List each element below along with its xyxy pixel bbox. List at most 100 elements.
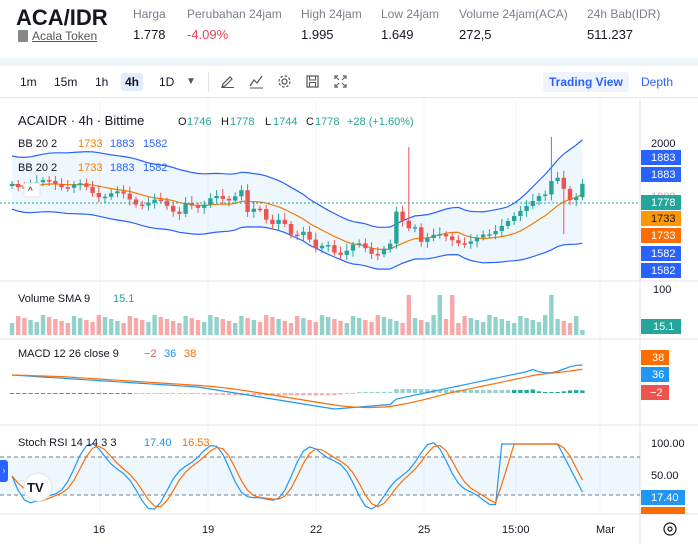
- macd-hist-bar: [363, 392, 368, 393]
- volume-bar: [239, 316, 244, 335]
- macd-hist-bar: [133, 393, 139, 394]
- macd-hist-bar: [425, 389, 430, 393]
- symbol-label: ACAIDR · 4h · Bittime: [18, 113, 144, 128]
- volume-bar: [381, 317, 387, 335]
- candle-body: [456, 240, 461, 244]
- volume-bar: [28, 320, 33, 335]
- macd-hist-bar: [574, 390, 579, 393]
- settings-icon[interactable]: [277, 74, 292, 92]
- candle-body: [326, 245, 331, 247]
- time-tick-3: 25: [418, 524, 430, 536]
- candle-body: [381, 248, 387, 255]
- legend-collapse-button[interactable]: [23, 182, 41, 198]
- stat-value: -4.09%: [187, 27, 229, 42]
- tag-low-1-bg: [641, 246, 681, 261]
- candle-body: [493, 231, 498, 235]
- save-icon[interactable]: [305, 74, 320, 92]
- chevron-down-icon[interactable]: ▼: [186, 76, 196, 87]
- volume-bar: [96, 315, 101, 335]
- timeframe-1d[interactable]: 1D: [159, 75, 175, 89]
- candle-body: [189, 203, 194, 206]
- macd-hist-bar: [59, 393, 64, 394]
- stat-change: Perubahan 24jam -4.09%: [187, 7, 282, 42]
- time-tick-2: 22: [310, 524, 322, 536]
- timeframe-1m[interactable]: 1m: [20, 75, 37, 89]
- trading-view-button[interactable]: Trading View: [543, 72, 629, 92]
- candle-body: [468, 241, 473, 244]
- candle-body: [524, 206, 529, 211]
- volume-bar: [233, 323, 238, 335]
- stat-price: Harga 1.778: [133, 7, 166, 42]
- volume-bar: [549, 295, 554, 335]
- fullscreen-icon[interactable]: [333, 74, 348, 92]
- candle-body: [109, 193, 114, 197]
- macd-hist-bar: [505, 389, 511, 393]
- candle-body: [425, 238, 430, 242]
- bollinger-upper-line: [11, 139, 583, 228]
- chart-settings-icon[interactable]: [663, 522, 677, 536]
- timeframe-1h[interactable]: 1h: [95, 75, 109, 89]
- candle-body: [307, 231, 312, 240]
- macd-hist-bar: [257, 393, 263, 396]
- candle-body: [158, 199, 163, 202]
- depth-button[interactable]: Depth: [641, 75, 674, 89]
- candle-body: [499, 226, 504, 231]
- bb2-upper: 1883: [110, 162, 134, 174]
- volume-bar: [388, 319, 393, 335]
- macd-hist-bar: [412, 389, 418, 393]
- candle-body: [474, 237, 480, 242]
- volume-bar: [245, 318, 250, 335]
- token-link[interactable]: Acala Token: [18, 29, 97, 43]
- timeframe-4h[interactable]: 4h: [121, 73, 144, 91]
- candle-body: [313, 239, 318, 249]
- macd-hist-bar: [84, 393, 89, 394]
- stoch-k-tag-bg: [641, 490, 685, 505]
- macd-hist-bar: [338, 393, 343, 395]
- draw-icon[interactable]: [220, 74, 235, 92]
- volume-bar: [512, 323, 517, 335]
- macd-hist-bar: [481, 389, 486, 393]
- chart-svg[interactable]: ACAIDR · 4h · Bittime O 1746 H 1778 L 17…: [0, 99, 698, 544]
- stat-value: 272,5: [459, 27, 492, 42]
- side-panel-toggle[interactable]: ›: [0, 460, 8, 482]
- candle-body: [59, 184, 64, 188]
- volume-bar: [543, 315, 548, 335]
- timeframe-15m[interactable]: 15m: [54, 75, 78, 89]
- volume-bar: [226, 321, 232, 335]
- volume-bar: [425, 322, 430, 335]
- macd-tag-bg: [641, 367, 669, 382]
- chart-area[interactable]: ACAIDR · 4h · Bittime O 1746 H 1778 L 17…: [0, 99, 698, 544]
- price-tags: 1883 1883 1778 1733 1733 1582 1582: [641, 150, 681, 278]
- tradingview-logo[interactable]: TV: [23, 472, 53, 502]
- macd-hist-bar: [245, 393, 250, 396]
- bb1-upper: 1883: [110, 138, 134, 150]
- candle-body: [319, 245, 325, 249]
- macd-hist-bar: [549, 392, 554, 393]
- volume-bar: [183, 316, 188, 335]
- time-tick-0: 16: [93, 524, 105, 536]
- volume-bar: [276, 319, 281, 335]
- candle-body: [567, 188, 573, 201]
- macd-hist-bar: [102, 393, 108, 394]
- candle-body: [561, 177, 566, 189]
- macd-hist-bar: [487, 389, 492, 393]
- macd-hist-bar: [270, 393, 275, 396]
- volume-bar: [555, 319, 560, 335]
- candle-body: [338, 252, 343, 255]
- macd-hist-bar: [202, 393, 207, 395]
- volume-bar: [171, 321, 176, 335]
- token-name[interactable]: Acala Token: [32, 29, 98, 43]
- candle-body: [282, 219, 287, 224]
- tag-upper-2: 1883: [651, 169, 675, 181]
- tag-mid-1: 1733: [651, 213, 675, 225]
- stat-label: Perubahan 24jam: [187, 7, 282, 21]
- indicator-icon[interactable]: [249, 74, 264, 92]
- candle-body: [543, 194, 548, 196]
- volume-bar: [90, 322, 95, 335]
- bb2-label: BB 20 2: [18, 162, 57, 174]
- macd-hist-bar: [226, 393, 232, 396]
- macd-hist-bar: [319, 393, 325, 396]
- volume-bar: [40, 315, 46, 335]
- macd-label: MACD 12 26 close 9: [18, 348, 119, 360]
- macd-signal-tag-bg: [641, 350, 669, 365]
